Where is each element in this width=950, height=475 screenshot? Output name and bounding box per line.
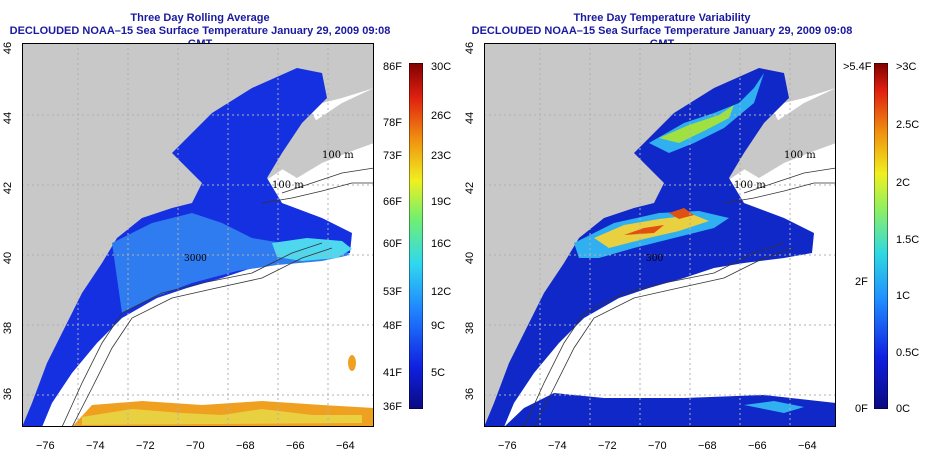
right-colorbar [874, 63, 888, 409]
high-variability-area [659, 105, 734, 143]
lat-tick: 46 [464, 41, 477, 55]
colorbar-c-label: 2.5C [896, 119, 920, 131]
lon-tick: −68 [698, 440, 717, 452]
colorbar-c-label: 16C [431, 238, 452, 250]
colorbar-f-label: 48F [383, 320, 402, 332]
colorbar-f-label: 66F [383, 196, 402, 208]
colorbar-c-label: 9C [431, 320, 446, 332]
contour-label: 3000 [184, 254, 207, 264]
right-map-title: Three Day Temperature Variability [573, 12, 751, 24]
gulf-stream-yellow-area [82, 409, 362, 425]
lon-tick: −74 [548, 440, 567, 452]
lat-tick: 36 [464, 387, 477, 401]
nova-scotia [272, 88, 374, 178]
lon-tick: −66 [286, 440, 305, 452]
lat-tick: 44 [2, 111, 15, 125]
cold-spot [58, 348, 66, 358]
colorbar-f-label: 0F [855, 403, 868, 415]
left-colorbar [409, 63, 423, 409]
lon-tick: −76 [36, 440, 55, 452]
lon-tick: −68 [236, 440, 255, 452]
peak-variability-area [669, 208, 694, 219]
colorbar-f-label: >5.4F [843, 61, 872, 73]
lat-tick: 42 [2, 181, 15, 195]
grid-lines [484, 43, 836, 427]
map-frame [22, 43, 374, 427]
colorbar-f-label: 73F [383, 150, 402, 162]
colorbar-f-label: 78F [383, 117, 402, 129]
lat-tick: 44 [464, 111, 477, 125]
colorbar-c-label: 26C [431, 110, 452, 122]
lat-tick: 46 [2, 41, 15, 55]
colorbar-f-label: 60F [383, 238, 402, 250]
colorbar-c-label: 19C [431, 196, 452, 208]
contour-label: 100 m [272, 180, 304, 191]
lat-tick: 40 [2, 251, 15, 265]
colorbar-c-label: 23C [431, 150, 452, 162]
lon-tick: −64 [798, 440, 817, 452]
colorbar-c-label: 5C [431, 367, 446, 379]
colorbar-c-label: >3C [896, 61, 917, 73]
low-variability-area [484, 68, 814, 427]
peak-variability-area [624, 225, 664, 235]
left-sst-map: 100 m 100 m 3000 [22, 43, 374, 427]
bathymetry-contours [61, 167, 374, 427]
scattered-variability [504, 393, 836, 427]
contour-label: 100 m [322, 150, 354, 161]
colorbar-f-label: 53F [383, 286, 402, 298]
colorbar-c-label: 0.5C [896, 347, 920, 359]
colorbar-c-label: 1.5C [896, 234, 920, 246]
colorbar-f-label: 36F [383, 401, 402, 413]
lat-tick: 38 [464, 321, 477, 335]
colorbar-c-label: 30C [431, 61, 452, 73]
lon-tick: −66 [748, 440, 767, 452]
nova-scotia [734, 88, 836, 178]
warm-spot [348, 355, 356, 371]
lat-tick: 42 [464, 181, 477, 195]
colorbar-c-label: 1C [896, 290, 911, 302]
right-variability-map: 100 m 100 m 300 [484, 43, 836, 427]
left-map-title: Three Day Rolling Average [130, 12, 270, 24]
colorbar-f-label: 86F [383, 61, 402, 73]
lon-tick: −64 [336, 440, 355, 452]
colorbar-c-label: 2C [896, 177, 911, 189]
lon-tick: −72 [598, 440, 617, 452]
lat-tick: 38 [2, 321, 15, 335]
lon-tick: −72 [136, 440, 155, 452]
lon-tick: −70 [186, 440, 205, 452]
bathymetry-contours [523, 167, 836, 427]
lat-tick: 36 [2, 387, 15, 401]
lon-tick: −70 [648, 440, 667, 452]
colorbar-f-label: 2F [855, 276, 868, 288]
mid-water-area [112, 213, 350, 313]
lon-tick: −74 [86, 440, 105, 452]
contour-label: 100 m [784, 150, 816, 161]
grid-lines [22, 43, 374, 427]
colorbar-c-label: 0C [896, 403, 911, 415]
lon-tick: −76 [498, 440, 517, 452]
map-frame [484, 43, 836, 427]
scattered-variability [744, 401, 804, 413]
colorbar-c-label: 12C [431, 286, 452, 298]
contour-label: 100 m [734, 180, 766, 191]
colorbar-f-label: 41F [383, 367, 402, 379]
contour-label: 300 [646, 254, 663, 264]
lat-tick: 40 [464, 251, 477, 265]
